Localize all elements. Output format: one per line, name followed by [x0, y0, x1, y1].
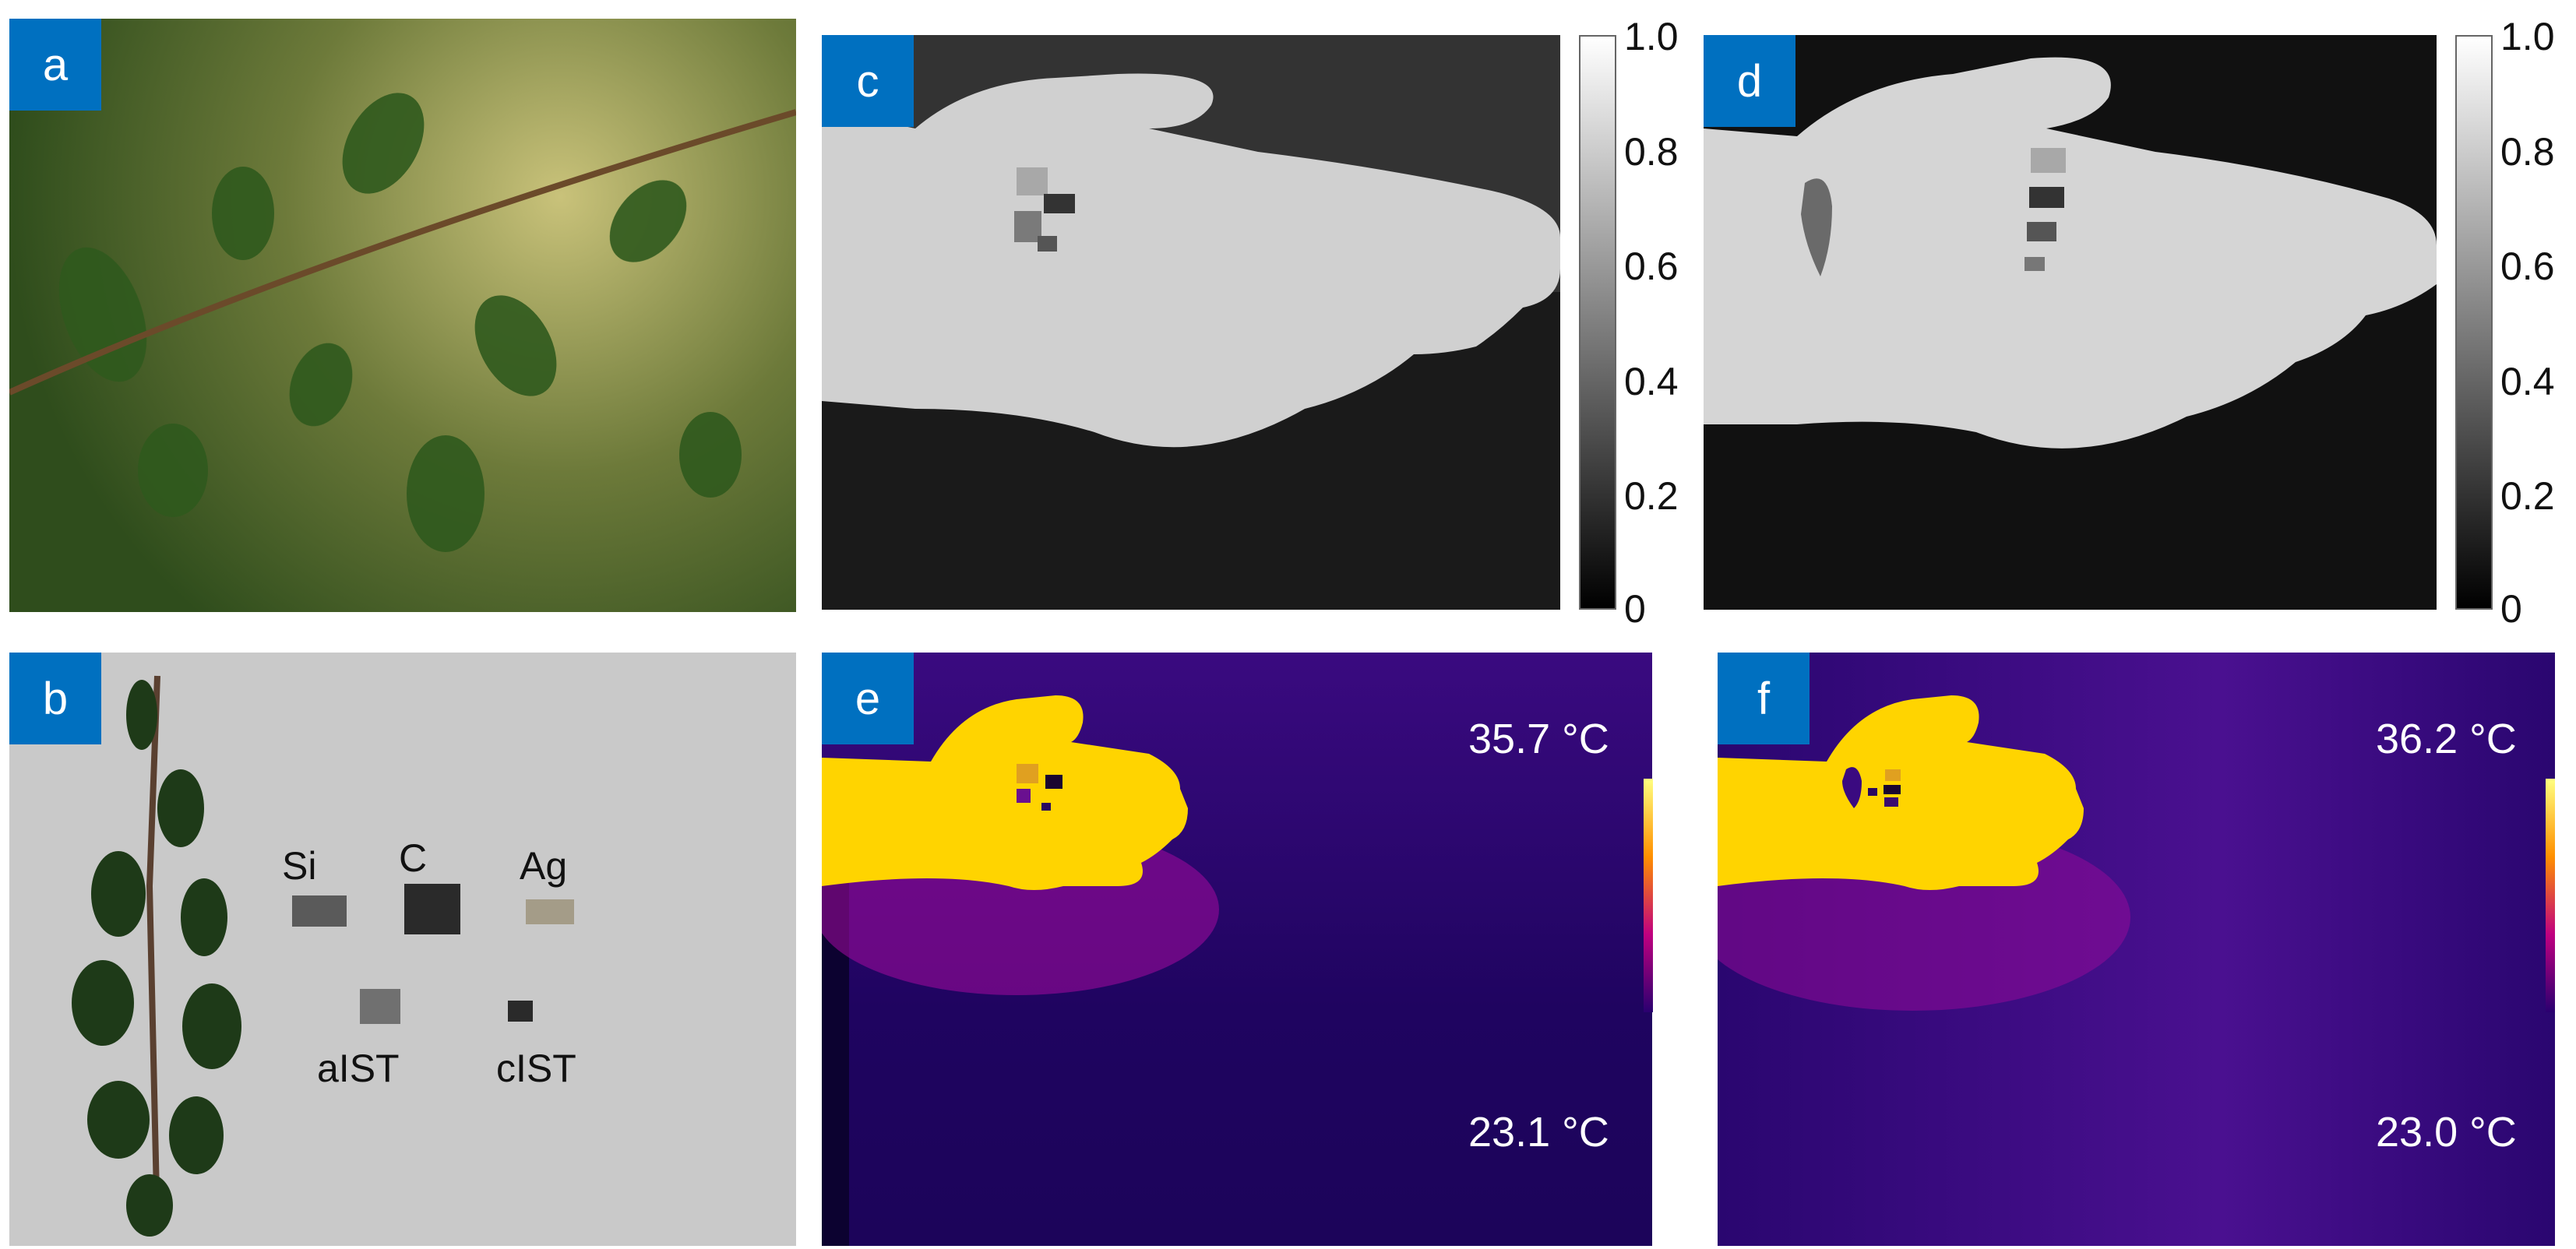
panel-label: c [822, 35, 914, 127]
tick-0: 0 [2500, 587, 2522, 631]
panel-label: b [9, 653, 101, 744]
thermal-colorbar-f [2546, 779, 2555, 1012]
cist-sample [508, 1001, 533, 1022]
panel-e-thermal-image: e 35.7 °C 23.1 °C [822, 653, 1652, 1246]
panel-c-emissivity-image: c [822, 35, 1560, 610]
panel-b-samples-photo: b Si C Ag aIST cIST [9, 653, 796, 1246]
min-temperature: 23.0 °C [2376, 1109, 2517, 1156]
panel-f-thermal-image: f 36.2 °C 23.0 °C [1718, 653, 2555, 1246]
sample-label-cist: cIST [496, 1047, 576, 1090]
max-temperature: 36.2 °C [2376, 716, 2517, 762]
panel-d-emissivity-image: d [1704, 35, 2437, 610]
ag-sample [526, 899, 574, 924]
panel-label: e [822, 653, 914, 744]
colorbar-grayscale-c [1579, 35, 1616, 610]
panel-label: a [9, 19, 101, 111]
colorbar-grayscale-d [2455, 35, 2493, 610]
hand-emissivity-illustration [1704, 57, 2437, 449]
tick-0: 0 [1624, 587, 1646, 631]
sample-label-ag: Ag [520, 844, 568, 888]
c-sample [404, 884, 460, 934]
min-temperature: 23.1 °C [1468, 1109, 1609, 1156]
si-sample [292, 895, 347, 927]
tick-0-2: 0.2 [1624, 474, 1679, 518]
tick-1-0: 1.0 [2500, 15, 2555, 58]
tick-0-8: 0.8 [1624, 130, 1679, 174]
aist-sample [360, 989, 400, 1024]
tick-0-2: 0.2 [2500, 474, 2555, 518]
panel-a-foliage-photo: a [9, 19, 796, 612]
panel-label: f [1718, 653, 1810, 744]
thermal-colorbar-e [1644, 779, 1653, 1012]
sample-label-si: Si [282, 844, 317, 888]
tick-1-0: 1.0 [1624, 15, 1679, 58]
panel-label: d [1704, 35, 1795, 127]
sample-label-aist: aIST [317, 1047, 400, 1090]
leaves-illustration [9, 93, 796, 552]
hand-thermal-illustration [822, 695, 1219, 1246]
tick-0-4: 0.4 [1624, 360, 1679, 403]
hand-emissivity-illustration [822, 35, 1560, 448]
sample-label-c: C [399, 836, 428, 880]
tick-0-8: 0.8 [2500, 130, 2555, 174]
tick-0-4: 0.4 [2500, 360, 2555, 403]
leaf-branch-illustration [72, 675, 241, 1237]
tick-0-6: 0.6 [1624, 245, 1679, 288]
tick-0-6: 0.6 [2500, 245, 2555, 288]
hand-thermal-illustration [1718, 695, 2130, 1011]
max-temperature: 35.7 °C [1468, 716, 1609, 762]
